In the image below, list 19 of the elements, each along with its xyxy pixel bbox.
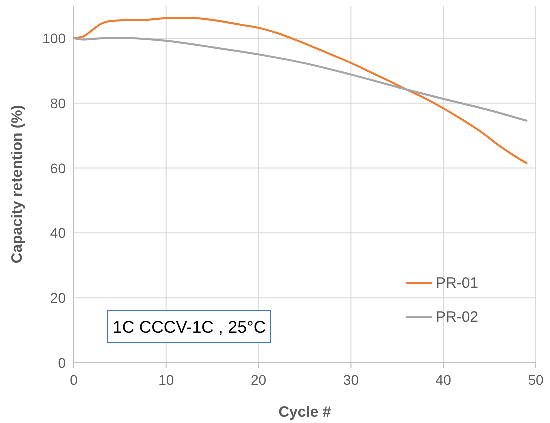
legend-label: PR-02 (436, 309, 479, 326)
x-tick-label: 10 (158, 372, 174, 388)
y-tick-label: 80 (50, 95, 66, 112)
x-tick-label: 50 (528, 372, 544, 388)
x-tick-label: 40 (436, 372, 452, 388)
x-tick-label: 20 (251, 372, 267, 388)
y-axis-title: Capacity retention (%) (9, 105, 26, 264)
x-tick-label: 0 (70, 372, 78, 388)
annotation: 1C CCCV-1C , 25°C (112, 318, 266, 337)
x-axis-title: Cycle # (278, 404, 332, 421)
line-series (73, 37, 528, 122)
line-series (73, 17, 528, 164)
y-tick-label: 0 (58, 355, 66, 371)
y-tick-label: 100 (42, 30, 66, 46)
legend-label: PR-01 (436, 275, 479, 292)
y-tick-label: 60 (50, 160, 66, 176)
y-tick-label: 40 (50, 225, 66, 242)
x-tick-label: 30 (343, 372, 360, 388)
y-tick-label: 20 (50, 290, 66, 306)
